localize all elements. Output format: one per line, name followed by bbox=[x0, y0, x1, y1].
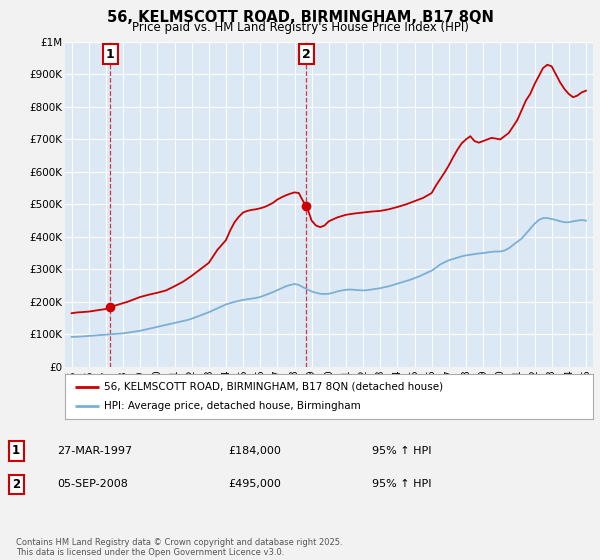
Text: 95% ↑ HPI: 95% ↑ HPI bbox=[372, 479, 431, 489]
Text: £184,000: £184,000 bbox=[228, 446, 281, 456]
Text: 05-SEP-2008: 05-SEP-2008 bbox=[57, 479, 128, 489]
Text: 56, KELMSCOTT ROAD, BIRMINGHAM, B17 8QN (detached house): 56, KELMSCOTT ROAD, BIRMINGHAM, B17 8QN … bbox=[104, 381, 443, 391]
Text: 2: 2 bbox=[302, 48, 311, 60]
Text: 1: 1 bbox=[12, 444, 20, 458]
Text: HPI: Average price, detached house, Birmingham: HPI: Average price, detached house, Birm… bbox=[104, 402, 361, 412]
Text: 95% ↑ HPI: 95% ↑ HPI bbox=[372, 446, 431, 456]
Text: 56, KELMSCOTT ROAD, BIRMINGHAM, B17 8QN: 56, KELMSCOTT ROAD, BIRMINGHAM, B17 8QN bbox=[107, 10, 493, 25]
Text: 1: 1 bbox=[106, 48, 115, 60]
Text: 2: 2 bbox=[12, 478, 20, 491]
Text: Price paid vs. HM Land Registry's House Price Index (HPI): Price paid vs. HM Land Registry's House … bbox=[131, 21, 469, 34]
Text: 27-MAR-1997: 27-MAR-1997 bbox=[57, 446, 132, 456]
Text: £495,000: £495,000 bbox=[228, 479, 281, 489]
Text: Contains HM Land Registry data © Crown copyright and database right 2025.
This d: Contains HM Land Registry data © Crown c… bbox=[16, 538, 343, 557]
